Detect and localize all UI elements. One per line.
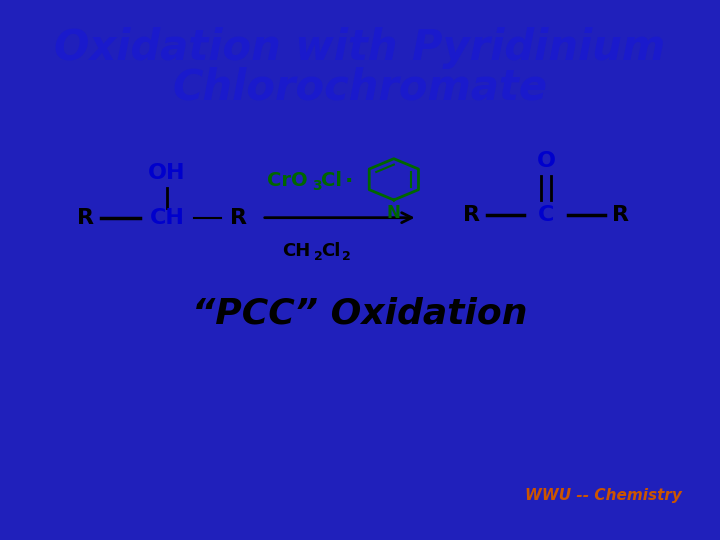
Text: CH: CH: [282, 242, 310, 260]
Text: CrO: CrO: [266, 171, 307, 190]
Text: R: R: [77, 208, 94, 228]
Text: C: C: [538, 205, 554, 225]
Text: Oxidation with Pyridinium: Oxidation with Pyridinium: [55, 27, 665, 69]
Text: R: R: [612, 205, 629, 225]
Text: Cl: Cl: [320, 171, 342, 190]
Text: O: O: [536, 151, 556, 171]
Text: N: N: [387, 204, 401, 222]
Text: CH: CH: [150, 208, 184, 228]
Text: OH: OH: [148, 164, 186, 184]
Text: 3: 3: [312, 179, 323, 193]
Text: Chlorochromate: Chlorochromate: [172, 66, 548, 109]
Text: Cl: Cl: [320, 242, 340, 260]
Text: ·: ·: [344, 171, 353, 191]
Text: “PCC” Oxidation: “PCC” Oxidation: [192, 296, 528, 330]
Text: R: R: [463, 205, 480, 225]
Text: R: R: [230, 208, 247, 228]
Text: 2: 2: [343, 249, 351, 262]
Text: 2: 2: [314, 249, 323, 262]
Text: WWU -- Chemistry: WWU -- Chemistry: [525, 488, 681, 503]
